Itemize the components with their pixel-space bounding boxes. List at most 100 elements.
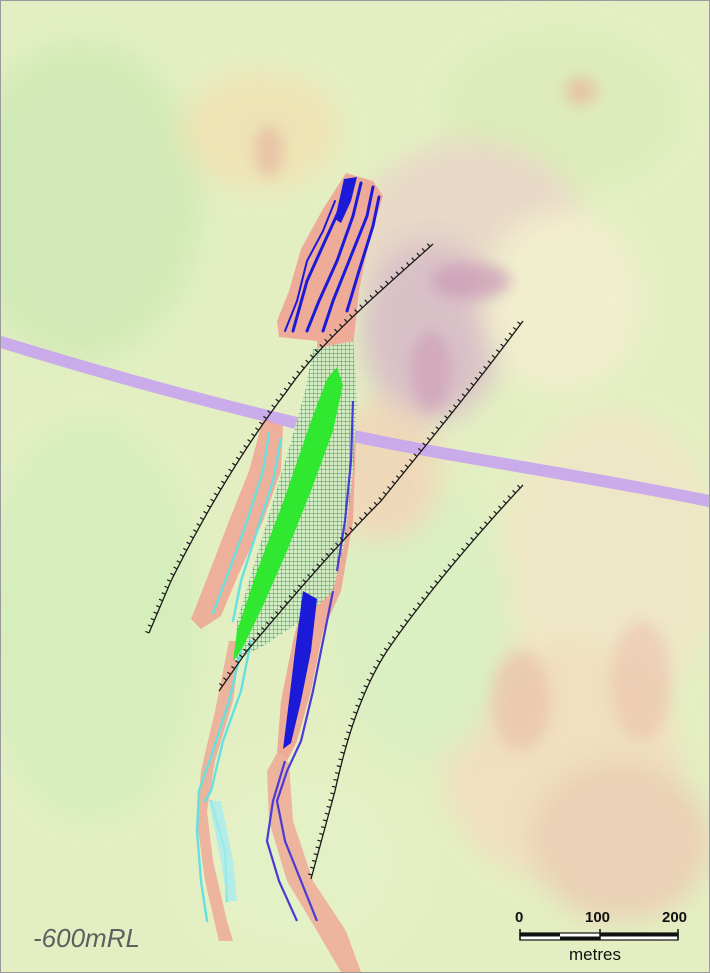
fault-tick-mark bbox=[349, 527, 354, 531]
fault-tick-mark bbox=[316, 563, 321, 567]
fault-tick-mark bbox=[300, 365, 305, 369]
fault-tick-mark bbox=[331, 785, 336, 788]
fault-tick-mark bbox=[383, 647, 388, 651]
host-unit-north bbox=[277, 173, 383, 413]
fault-tick-mark bbox=[145, 630, 150, 634]
fault-tick-mark bbox=[213, 492, 218, 496]
fault-1 bbox=[148, 243, 434, 634]
fault-tick-mark bbox=[231, 462, 237, 466]
fault-tick-mark bbox=[359, 516, 363, 521]
fault-tick-mark bbox=[385, 280, 389, 285]
fault-tick-mark bbox=[483, 365, 488, 370]
fault-tick-mark bbox=[387, 641, 392, 646]
fault-tick-mark bbox=[379, 653, 384, 657]
fault-tick-mark bbox=[319, 832, 324, 836]
fault-tick-mark bbox=[400, 266, 405, 271]
fault-tick-mark bbox=[293, 589, 298, 594]
fault-tick-mark bbox=[456, 553, 461, 557]
fault-tick-mark bbox=[210, 498, 215, 502]
fault-tick-mark bbox=[354, 521, 358, 526]
fault-tick-mark bbox=[349, 313, 353, 318]
fault-tick-mark bbox=[421, 596, 426, 601]
mafic-dykes-north bbox=[284, 179, 381, 333]
fault-tick-mark bbox=[243, 444, 248, 449]
ultramafic-body bbox=[233, 367, 343, 661]
fault-tick-mark bbox=[344, 738, 349, 741]
fault-tick-mark bbox=[376, 659, 381, 663]
fault-tick-mark bbox=[199, 517, 204, 521]
fault-tick-mark bbox=[461, 393, 466, 397]
fault-tick-mark bbox=[338, 758, 343, 761]
fault-tick-mark bbox=[416, 252, 421, 257]
fault-tick-mark bbox=[491, 354, 496, 359]
fault-tick-mark bbox=[153, 611, 158, 615]
fault-tick-mark bbox=[330, 792, 335, 795]
fault-tick-mark bbox=[275, 398, 280, 403]
fault-tick-mark bbox=[465, 387, 470, 392]
fault-tick-mark bbox=[243, 648, 248, 652]
fault-tick-mark bbox=[439, 420, 444, 425]
fault-tick-mark bbox=[479, 526, 484, 531]
fault-tick-mark bbox=[179, 554, 184, 557]
fault-tick-mark bbox=[425, 591, 430, 595]
fault-tick-mark bbox=[311, 859, 316, 863]
fault-tick-mark bbox=[346, 731, 351, 734]
fault-tick-mark bbox=[429, 585, 434, 590]
fault-tick-mark bbox=[391, 480, 396, 485]
fault-tick-mark bbox=[357, 698, 363, 701]
fault-tick-mark bbox=[452, 404, 457, 408]
mafic-dyke-south bbox=[283, 591, 317, 749]
fault-tick-mark bbox=[255, 427, 260, 431]
fault-tick-mark bbox=[239, 654, 244, 658]
fault-tick-mark bbox=[314, 349, 319, 353]
fault-tick-mark bbox=[426, 437, 431, 441]
fault-tick-mark bbox=[218, 683, 223, 687]
fault-tick-mark bbox=[292, 376, 296, 380]
fault-tick-mark bbox=[164, 585, 169, 589]
fault-tick-mark bbox=[192, 529, 198, 533]
fault-tick-mark bbox=[364, 299, 369, 304]
scale-tick-label: 100 bbox=[585, 909, 611, 926]
fault-tick-mark bbox=[311, 568, 316, 573]
fault-tick-mark bbox=[507, 495, 512, 499]
fault-tick-mark bbox=[220, 480, 225, 484]
fault-tick-mark bbox=[279, 393, 284, 397]
fault-tick-mark bbox=[284, 600, 288, 604]
fault-tick-mark bbox=[235, 456, 240, 460]
fault-tick-mark bbox=[404, 618, 409, 623]
fault-tick-mark bbox=[206, 504, 211, 508]
fault-tick-mark bbox=[390, 275, 394, 280]
scale-unit-label: metres bbox=[569, 945, 621, 964]
fault-tick-mark bbox=[487, 360, 492, 364]
fault-tick-mark bbox=[147, 624, 152, 628]
fault-tick-mark bbox=[374, 290, 379, 294]
fault-tick-mark bbox=[330, 547, 335, 552]
fault-tick-mark bbox=[256, 632, 261, 636]
fault-tick-mark bbox=[150, 617, 155, 621]
fault-tick-mark bbox=[270, 616, 275, 620]
fault-tick-mark bbox=[336, 765, 341, 768]
fault-tick-mark bbox=[296, 370, 301, 375]
fault-tick-mark bbox=[203, 510, 208, 514]
fault-tick-mark bbox=[359, 304, 363, 309]
fault-tick-mark bbox=[354, 309, 358, 313]
fault-tick-mark bbox=[461, 547, 465, 552]
fault-tick-mark bbox=[391, 636, 396, 640]
fault-tick-mark bbox=[317, 839, 322, 842]
scale-tick-label: 0 bbox=[515, 909, 524, 926]
fault-tick-mark bbox=[252, 637, 257, 642]
fault-tick-mark bbox=[274, 610, 279, 615]
fault-tick-mark bbox=[263, 415, 268, 420]
scale-tick-label: 200 bbox=[662, 909, 688, 926]
fault-tick-mark bbox=[498, 505, 502, 510]
fault-tick-mark bbox=[369, 672, 374, 676]
fault-tick-mark bbox=[408, 613, 413, 617]
fault-tick-mark bbox=[251, 433, 256, 437]
fault-tick-mark bbox=[223, 677, 227, 681]
fault-tick-mark bbox=[324, 338, 328, 343]
fault-tick-mark bbox=[488, 515, 493, 520]
fault-tick-mark bbox=[335, 542, 339, 547]
fault-tick-mark bbox=[360, 691, 365, 695]
